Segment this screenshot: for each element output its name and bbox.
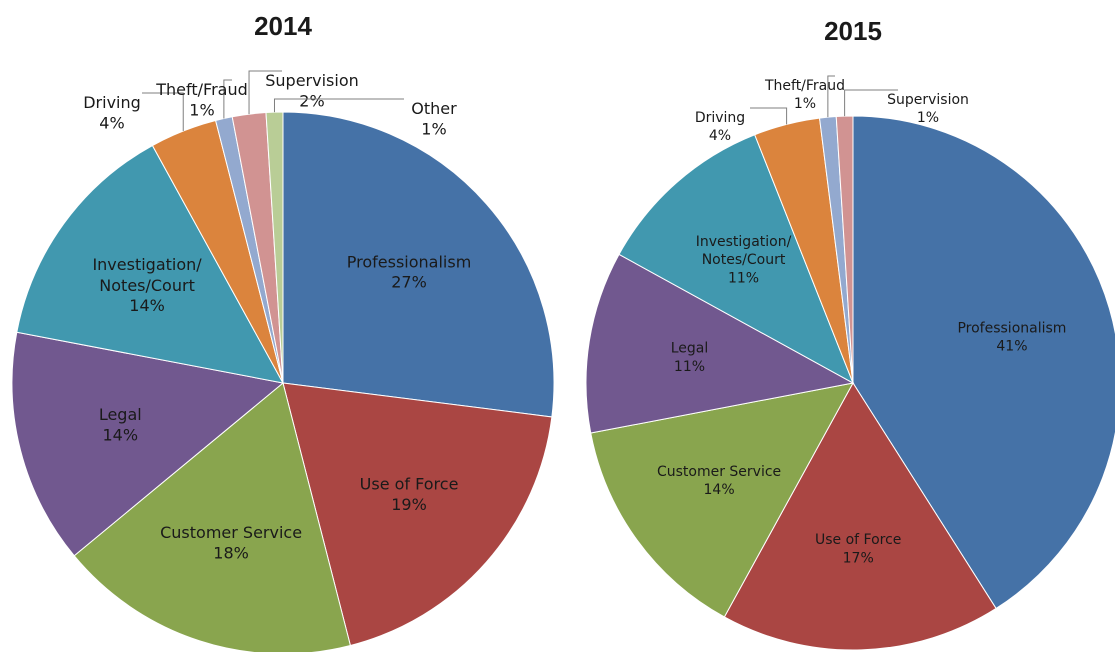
value-label: 41%: [996, 339, 1027, 355]
label-line: Driving: [695, 110, 745, 126]
slice-label: Driving: [695, 110, 745, 126]
value-label: 1%: [794, 96, 816, 112]
pie-slice: [590, 382, 854, 618]
label-line: Other: [411, 99, 457, 118]
label-line: Legal: [99, 405, 142, 424]
label-line: Driving: [83, 93, 141, 112]
value-label: 4%: [709, 128, 731, 144]
value-label: 1%: [421, 119, 446, 138]
leader-line: [750, 107, 788, 125]
slice-label: Legal: [99, 405, 142, 424]
label-line: Theft/Fraud: [155, 80, 248, 99]
chart-title: 2014: [254, 11, 312, 41]
value-label: 27%: [391, 273, 427, 292]
pie-slice: [618, 134, 854, 385]
value-label: 18%: [213, 543, 249, 562]
label-line: Supervision: [265, 71, 359, 90]
value-label: 19%: [391, 495, 427, 514]
value-label: 11%: [674, 359, 705, 375]
value-label: 14%: [704, 482, 735, 498]
pie-slice: [585, 253, 855, 434]
label-line: Customer Service: [657, 464, 781, 480]
slice-label: Customer Service: [160, 523, 302, 542]
label-line: Theft/Fraud: [764, 78, 845, 94]
value-label: 14%: [102, 425, 138, 444]
leader-line: [223, 79, 232, 119]
value-label: 1%: [189, 100, 214, 119]
label-line: Investigation/: [92, 255, 202, 274]
pie-slice: [835, 115, 854, 384]
slice-label: Use of Force: [360, 474, 459, 493]
slice-label: Driving: [83, 93, 141, 112]
pie-slice: [723, 382, 997, 651]
label-line: Professionalism: [957, 320, 1066, 336]
slice-label: Legal: [671, 341, 709, 357]
label-line: Notes/Court: [99, 275, 195, 294]
slice-label: Use of Force: [815, 532, 901, 548]
chart-title: 2015: [824, 16, 882, 46]
slice-label: Investigation/Notes/Court: [92, 255, 202, 295]
label-line: Notes/Court: [702, 252, 786, 268]
label-line: Customer Service: [160, 523, 302, 542]
label-line: Use of Force: [360, 474, 459, 493]
pie-slice: [16, 144, 284, 384]
label-line: Supervision: [887, 92, 969, 108]
slice-label: Investigation/Notes/Court: [696, 234, 792, 268]
slice-label: Supervision: [265, 71, 359, 90]
slice-label: Customer Service: [657, 464, 781, 480]
value-label: 1%: [917, 110, 939, 126]
pie-slice: [265, 111, 284, 384]
leader-line: [248, 70, 282, 115]
label-line: Use of Force: [815, 532, 901, 548]
leader-line: [844, 89, 898, 117]
slice-label: Theft/Fraud: [155, 80, 248, 99]
label-line: Professionalism: [347, 252, 472, 271]
value-label: 11%: [728, 270, 759, 286]
slice-label: Supervision: [887, 92, 969, 108]
leader-line: [142, 92, 184, 132]
label-line: Legal: [671, 341, 709, 357]
leader-line: [273, 98, 404, 113]
value-label: 17%: [843, 550, 874, 566]
slice-label: Professionalism: [957, 320, 1066, 336]
value-label: 2%: [299, 91, 324, 110]
label-line: Investigation/: [696, 234, 792, 250]
slice-label: Theft/Fraud: [764, 78, 845, 94]
pie-slice: [282, 111, 555, 418]
pie-slice: [282, 382, 553, 647]
slice-label: Other: [411, 99, 457, 118]
pie-slice: [11, 331, 285, 557]
slice-label: Professionalism: [347, 252, 472, 271]
leader-line: [827, 75, 835, 118]
value-label: 14%: [129, 296, 165, 315]
value-label: 4%: [99, 113, 124, 132]
